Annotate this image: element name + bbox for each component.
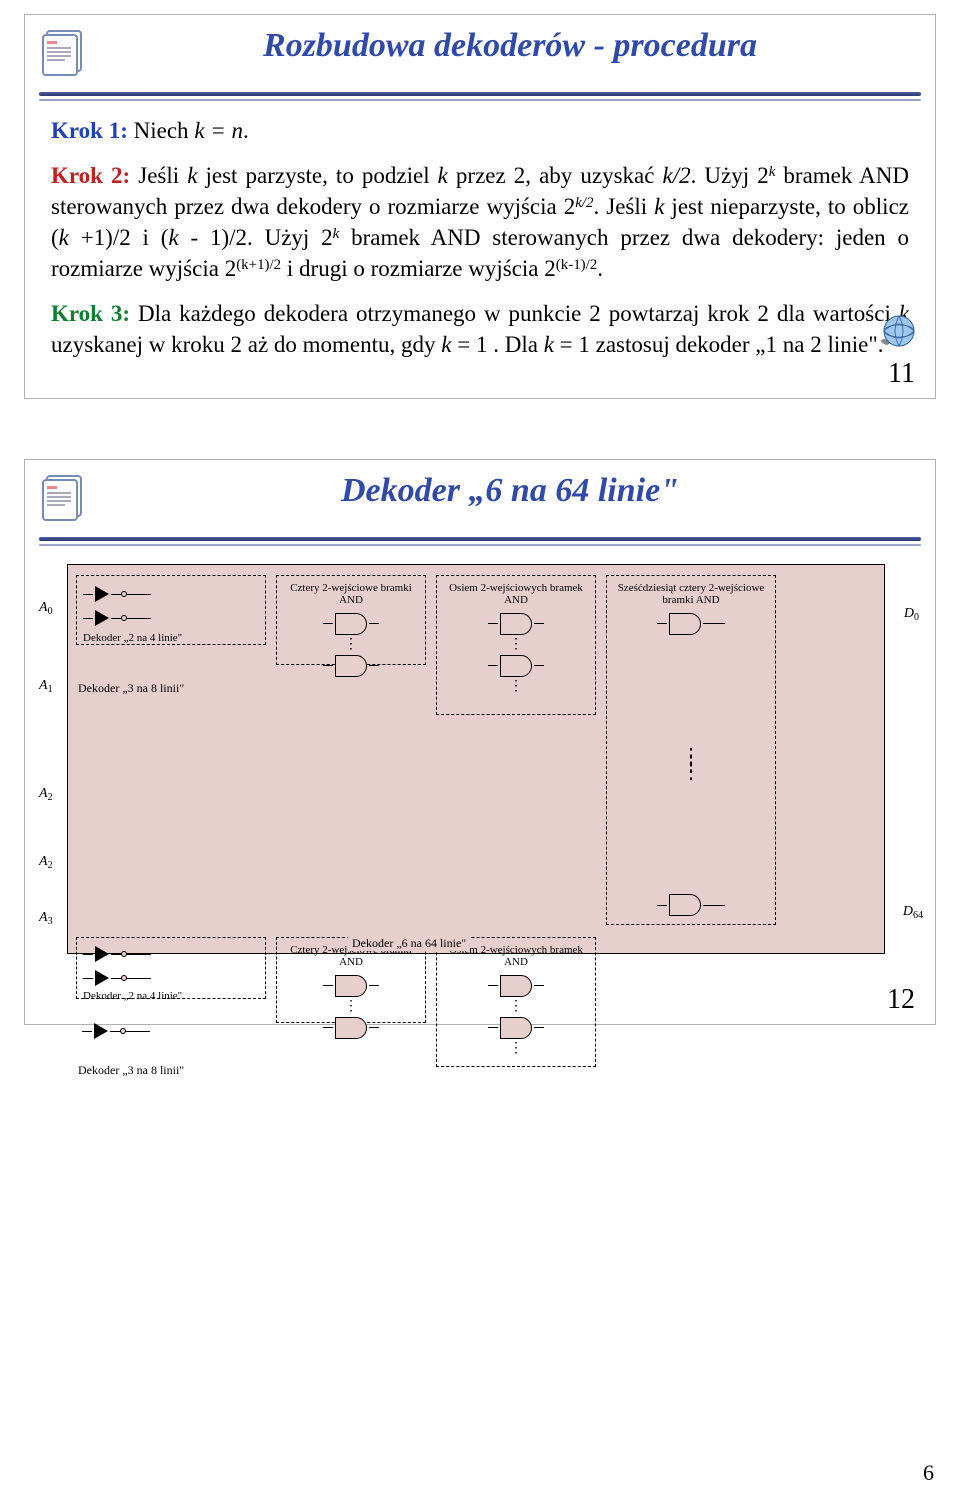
t: . Użyj 2 — [691, 163, 769, 188]
label-a3: A3 — [39, 910, 53, 926]
dek3na8-label: Dekoder „3 na 8 linii" — [76, 675, 266, 696]
label-a0: A0 — [39, 600, 53, 616]
slide-title-row: Dekoder „6 na 64 linie" — [33, 468, 927, 529]
col-64and: Sześćdziesiąt cztery 2-wejściowe bramki … — [606, 575, 776, 925]
col-8and-bottom: Osiem 2-wejściowych bramek AND ⋮ ⋮ — [436, 937, 596, 1067]
krok1-label: Krok 1: — [51, 118, 128, 143]
t: +1)/2 i ( — [69, 225, 169, 250]
t: k — [438, 163, 448, 188]
krok1-para: Krok 1: Niech k = n. — [51, 115, 909, 146]
slide-title-row: Rozbudowa dekoderów - procedura — [33, 23, 927, 84]
slide-2: Dekoder „6 na 64 linie" A0 A1 A2 A2 A3 D… — [24, 459, 936, 1025]
label-a2a: A2 — [39, 786, 53, 802]
krok3-para: Krok 3: Dla każdego dekodera otrzymanego… — [51, 298, 909, 360]
t: k — [333, 226, 340, 242]
col2-title: Osiem 2-wejściowych bramek AND — [441, 582, 591, 606]
t: = 1 zastosuj dekoder „1 na 2 linie". — [554, 332, 884, 357]
slide-page-number: 12 — [887, 984, 915, 1016]
t: Dla każdego dekodera otrzymanego w punkc… — [130, 301, 899, 326]
t: = 1 . Dla — [452, 332, 544, 357]
krok1-eq: k = n — [194, 118, 243, 143]
t: Jeśli — [130, 163, 187, 188]
t: k — [544, 332, 554, 357]
t: k — [187, 163, 197, 188]
dek2na4-b-label: Dekoder „2 na 4 linie" — [81, 990, 261, 1002]
t: k — [59, 225, 69, 250]
figure-caption: Dekoder „6 na 64 linie" — [348, 936, 470, 951]
t: k — [769, 164, 776, 180]
label-a1: A1 — [39, 678, 53, 694]
t: (k-1)/2 — [556, 257, 597, 273]
slide-title: Rozbudowa dekoderów - procedura — [97, 23, 923, 64]
krok2-label: Krok 2: — [51, 163, 130, 188]
t: k/2 — [663, 163, 691, 188]
document-page-number: 6 — [923, 1460, 934, 1486]
label-d64: D64 — [903, 904, 923, 920]
col3-title: Sześćdziesiąt cztery 2-wejściowe bramki … — [611, 582, 771, 606]
dek-2na4-top: Dekoder „2 na 4 linie" — [76, 575, 266, 645]
krok2-para: Krok 2: Jeśli k jest parzyste, to podzie… — [51, 160, 909, 284]
slide-body: Krok 1: Niech k = n. Krok 2: Jeśli k jes… — [33, 115, 927, 384]
t: k — [654, 194, 664, 219]
krok1-text-b: . — [243, 118, 249, 143]
col-8and-top: Osiem 2-wejściowych bramek AND ⋮ ⋮ — [436, 575, 596, 715]
t: . — [597, 256, 603, 281]
title-divider — [39, 92, 921, 101]
t: jest parzyste, to podziel — [197, 163, 437, 188]
t: k/2 — [575, 195, 593, 211]
globe-icon — [877, 309, 921, 358]
dek-3na8-bottom — [76, 1023, 266, 1057]
dek-2na4-bottom: Dekoder „2 na 4 linie" — [76, 937, 266, 999]
slide-title: Dekoder „6 na 64 linie" — [97, 468, 923, 509]
decoder-figure: Dekoder „2 na 4 linie" Dekoder „3 na 8 l… — [67, 564, 885, 954]
dek3na8b-label: Dekoder „3 na 8 linii" — [76, 1063, 266, 1078]
col1-title: Cztery 2-wejściowe bramki AND — [281, 582, 421, 606]
krok1-text-a: Niech — [128, 118, 194, 143]
t: uzyskanej w kroku 2 aż do momentu, gdy — [51, 332, 441, 357]
document-icon — [37, 23, 93, 84]
slide-page-number: 11 — [888, 358, 915, 390]
t: przez 2, aby uzyskać — [448, 163, 663, 188]
t: i drugi o rozmiarze wyjścia 2 — [281, 256, 556, 281]
document-icon — [37, 468, 93, 529]
t: . Jeśli — [594, 194, 655, 219]
t: k — [168, 225, 178, 250]
t: (k+1)/2 — [236, 257, 281, 273]
krok3-label: Krok 3: — [51, 301, 130, 326]
label-a2b: A2 — [39, 854, 53, 870]
dek2na4-label: Dekoder „2 na 4 linie" — [81, 632, 261, 644]
slide-1: Rozbudowa dekoderów - procedura Krok 1: … — [24, 14, 936, 399]
col-4and-top: Cztery 2-wejściowe bramki AND ⋮ — [276, 575, 426, 665]
label-d0: D0 — [904, 606, 919, 622]
t: k — [441, 332, 451, 357]
t: - 1)/2. Użyj 2 — [179, 225, 333, 250]
title-divider — [39, 537, 921, 546]
